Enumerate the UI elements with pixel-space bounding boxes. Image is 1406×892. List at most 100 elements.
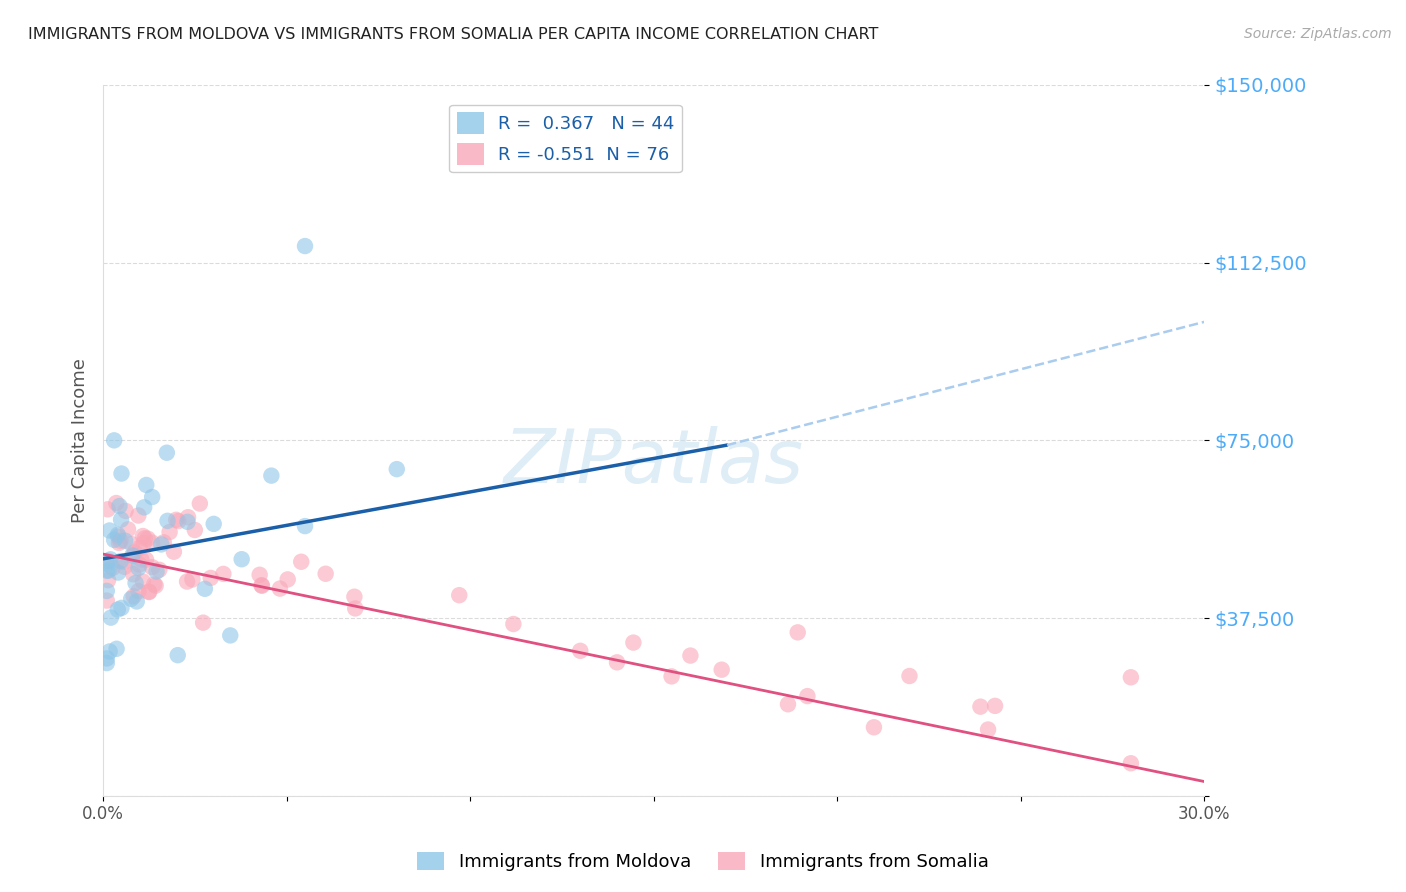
- Point: [148, 563, 170, 577]
- Point: [127, 508, 149, 523]
- Point: [112, 555, 135, 569]
- Point: [219, 628, 242, 642]
- Point: [105, 496, 128, 510]
- Point: [250, 579, 273, 593]
- Point: [606, 656, 628, 670]
- Point: [796, 689, 818, 703]
- Point: [250, 578, 273, 592]
- Point: [124, 576, 146, 591]
- Point: [96, 557, 118, 571]
- Point: [984, 698, 1007, 713]
- Point: [117, 522, 139, 536]
- Point: [114, 533, 136, 548]
- Point: [166, 648, 188, 662]
- Point: [138, 585, 160, 599]
- Point: [156, 446, 179, 460]
- Point: [449, 588, 471, 602]
- Point: [661, 669, 683, 683]
- Point: [125, 594, 148, 608]
- Point: [159, 524, 181, 539]
- Point: [114, 559, 136, 574]
- Point: [212, 566, 235, 581]
- Point: [294, 519, 316, 533]
- Point: [97, 564, 120, 578]
- Point: [110, 554, 132, 568]
- Point: [110, 600, 132, 615]
- Point: [129, 552, 152, 566]
- Point: [128, 541, 150, 555]
- Point: [1119, 670, 1142, 684]
- Point: [122, 549, 145, 563]
- Point: [1119, 756, 1142, 771]
- Point: [100, 552, 122, 566]
- Point: [96, 583, 118, 598]
- Point: [128, 561, 150, 575]
- Legend: R =  0.367   N = 44, R = -0.551  N = 76: R = 0.367 N = 44, R = -0.551 N = 76: [450, 104, 682, 172]
- Point: [191, 615, 214, 630]
- Point: [132, 574, 155, 589]
- Point: [96, 564, 118, 578]
- Point: [249, 567, 271, 582]
- Point: [150, 537, 173, 551]
- Point: [969, 699, 991, 714]
- Point: [121, 537, 143, 551]
- Point: [124, 545, 146, 559]
- Point: [120, 591, 142, 606]
- Point: [502, 617, 524, 632]
- Point: [110, 512, 132, 526]
- Point: [277, 573, 299, 587]
- Point: [100, 610, 122, 624]
- Point: [121, 549, 143, 563]
- Point: [294, 239, 316, 253]
- Point: [898, 669, 921, 683]
- Point: [96, 656, 118, 670]
- Point: [128, 558, 150, 572]
- Point: [621, 635, 644, 649]
- Point: [776, 698, 799, 712]
- Point: [122, 567, 145, 582]
- Legend: Immigrants from Moldova, Immigrants from Somalia: Immigrants from Moldova, Immigrants from…: [411, 845, 995, 879]
- Point: [138, 584, 160, 599]
- Y-axis label: Per Capita Income: Per Capita Income: [72, 358, 89, 523]
- Point: [135, 478, 157, 492]
- Point: [107, 566, 129, 580]
- Point: [141, 490, 163, 504]
- Point: [134, 500, 156, 515]
- Point: [143, 577, 166, 591]
- Point: [290, 555, 312, 569]
- Point: [97, 573, 120, 587]
- Point: [188, 497, 211, 511]
- Point: [108, 499, 131, 513]
- Point: [679, 648, 702, 663]
- Point: [202, 516, 225, 531]
- Point: [200, 571, 222, 585]
- Point: [194, 582, 217, 596]
- Point: [141, 560, 163, 574]
- Point: [107, 527, 129, 541]
- Point: [165, 513, 187, 527]
- Point: [108, 536, 131, 550]
- Point: [97, 502, 120, 516]
- Point: [156, 514, 179, 528]
- Point: [569, 644, 592, 658]
- Point: [145, 579, 167, 593]
- Point: [163, 545, 186, 559]
- Point: [122, 589, 145, 603]
- Point: [315, 566, 337, 581]
- Point: [260, 468, 283, 483]
- Point: [786, 625, 808, 640]
- Point: [181, 573, 204, 587]
- Point: [98, 644, 121, 658]
- Point: [103, 434, 125, 448]
- Point: [141, 535, 163, 549]
- Point: [231, 552, 253, 566]
- Point: [184, 523, 207, 537]
- Point: [152, 535, 174, 549]
- Point: [176, 515, 198, 529]
- Point: [977, 723, 1000, 737]
- Point: [110, 467, 132, 481]
- Text: ZIPatlas: ZIPatlas: [503, 425, 804, 498]
- Text: IMMIGRANTS FROM MOLDOVA VS IMMIGRANTS FROM SOMALIA PER CAPITA INCOME CORRELATION: IMMIGRANTS FROM MOLDOVA VS IMMIGRANTS FR…: [28, 27, 879, 42]
- Point: [710, 663, 733, 677]
- Point: [103, 533, 125, 547]
